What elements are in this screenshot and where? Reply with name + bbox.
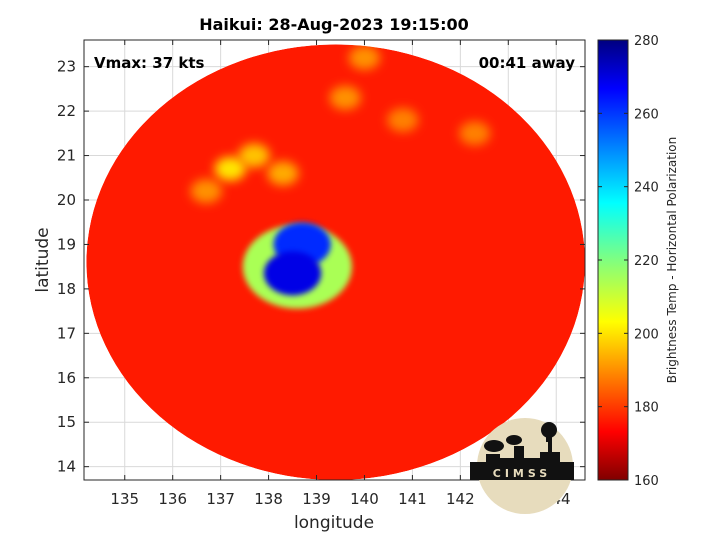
- x-tick-label: 142: [446, 490, 475, 508]
- tb-feature-convection-ne-3: [459, 121, 491, 146]
- y-tick-label: 20: [57, 191, 76, 209]
- colorbar-tick-label: 200: [634, 327, 659, 342]
- x-tick-label: 139: [302, 490, 331, 508]
- logo-text: CIMSS: [493, 467, 551, 480]
- x-axis-title: longitude: [294, 513, 374, 533]
- time-offset-annotation: 00:41 away: [479, 54, 576, 72]
- colorbar-ticks: 160 180 200 220 240 260 280: [598, 34, 659, 489]
- y-tick-label: 22: [57, 102, 76, 120]
- feature-layer: [190, 45, 491, 309]
- y-tick-label: 21: [57, 147, 76, 165]
- colorbar-tick-label: 160: [634, 474, 659, 489]
- tb-feature-band-north-2: [238, 143, 270, 168]
- y-tick-label: 18: [57, 280, 76, 298]
- y-tick-label: 19: [57, 235, 76, 253]
- colorbar-tick-label: 280: [634, 34, 659, 49]
- tick-marks: [84, 40, 585, 480]
- colorbar: [597, 39, 629, 481]
- y-tick-label: 14: [57, 458, 76, 476]
- vmax-annotation: Vmax: 37 kts: [94, 54, 204, 72]
- cimss-logo: CIMSS: [470, 418, 574, 514]
- x-tick-label: 141: [398, 490, 427, 508]
- y-tick-label: 15: [57, 413, 76, 431]
- colorbar-title: Brightness Temp - Horizontal Polarizatio…: [665, 137, 679, 384]
- y-tick-label: 17: [57, 324, 76, 342]
- colorbar-tick-label: 260: [634, 107, 659, 122]
- y-tick-label: 16: [57, 369, 76, 387]
- tb-feature-band-north-1: [214, 156, 246, 181]
- colorbar-tick-label: 240: [634, 181, 659, 196]
- y-tick-label: 23: [57, 58, 76, 76]
- logo-silhouette: [470, 440, 574, 480]
- tb-feature-core-cold-center: [263, 251, 322, 296]
- axes-box: [83, 39, 586, 481]
- x-tick-label: 136: [158, 490, 187, 508]
- colorbar-tick-label: 220: [634, 254, 659, 269]
- tb-feature-band-north-3: [267, 161, 299, 186]
- x-tick-label: 140: [350, 490, 379, 508]
- tb-feature-band-north-4: [190, 179, 222, 204]
- x-tick-label: 137: [206, 490, 235, 508]
- colorbar-tick-label: 180: [634, 401, 659, 416]
- tb-feature-convection-ne-1: [329, 85, 361, 110]
- chart-title: Haikui: 28-Aug-2023 19:15:00: [199, 15, 469, 34]
- y-axis-title: latitude: [33, 227, 53, 292]
- tb-feature-convection-ne-2: [387, 108, 419, 132]
- x-tick-label: 138: [254, 490, 283, 508]
- tb-feature-convection-ne-4: [348, 45, 381, 70]
- x-tick-label: 135: [110, 490, 139, 508]
- y-tick-labels: 14 15 16 17 18 19 20 21 22 23: [57, 58, 76, 476]
